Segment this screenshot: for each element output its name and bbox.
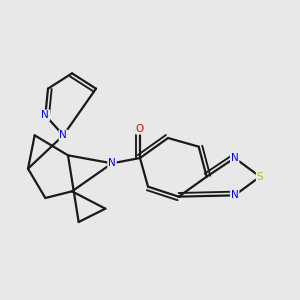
Text: N: N <box>108 158 116 168</box>
Text: N: N <box>231 153 239 163</box>
Text: N: N <box>231 190 239 200</box>
Text: N: N <box>59 130 67 140</box>
Text: N: N <box>41 110 49 120</box>
Text: S: S <box>257 172 263 182</box>
Text: O: O <box>136 124 144 134</box>
